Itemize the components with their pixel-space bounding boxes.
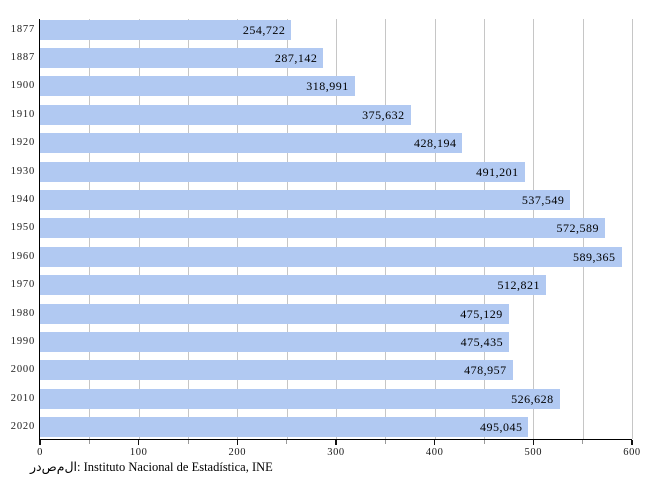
bar-1950: [40, 218, 605, 239]
x-axis-tick-label: 600: [623, 447, 641, 458]
bar-1920: [40, 133, 463, 154]
y-axis-label: 1960: [10, 250, 35, 262]
y-axis-label: 1930: [10, 165, 35, 177]
y-axis-label: 1910: [10, 108, 35, 120]
x-axis-tick: [433, 440, 436, 446]
bar-1990: [40, 331, 510, 352]
bar-value-label: 526,628: [511, 391, 554, 406]
bar-1887: [40, 47, 324, 68]
x-axis-tick-label: 100: [129, 447, 148, 458]
x-axis-minor-tick: [187, 440, 189, 445]
x-axis-tick-label: 400: [425, 447, 444, 458]
x-axis-tick: [137, 440, 140, 446]
bar-1960: [40, 246, 622, 267]
x-axis-tick: [335, 440, 337, 446]
bar-value-label: 589,365: [573, 249, 616, 264]
bar-value-label: 254,722: [242, 22, 286, 37]
bar-1980: [40, 303, 509, 324]
bar-value-label: 475,129: [460, 306, 503, 321]
y-axis-label: 2020: [10, 421, 35, 433]
x-axis-tick: [39, 440, 41, 446]
bar-2020: [40, 417, 529, 438]
bar-1877: [40, 19, 292, 40]
y-axis-label: 1887: [10, 51, 35, 63]
y-axis-label: 1940: [10, 193, 35, 205]
bar-1930: [40, 161, 525, 182]
x-axis-tick: [236, 440, 239, 446]
x-axis-minor-tick: [582, 440, 584, 445]
bar-2000: [40, 360, 513, 381]
bar-value-label: 495,045: [479, 420, 523, 435]
bar-value-label: 428,194: [413, 136, 457, 151]
source-note: ا‌ل‌م‌ص‌د‌ر: Instituto Nacional de Estad…: [30, 460, 273, 474]
x-axis-minor-tick: [88, 440, 90, 445]
y-axis-label: 1900: [10, 80, 35, 92]
x-axis-minor-tick: [384, 440, 386, 445]
bar-value-label: 537,549: [521, 192, 565, 207]
x-axis-line: [38, 439, 632, 441]
bar-value-label: 287,142: [274, 50, 318, 65]
bar-1970: [40, 275, 546, 296]
x-axis-tick-label: 200: [228, 447, 247, 458]
bar-value-label: 512,821: [497, 278, 540, 293]
x-axis-minor-tick: [483, 440, 485, 445]
x-axis-tick-label: 500: [524, 447, 543, 458]
y-axis-label: 1970: [10, 279, 35, 291]
bar-1900: [40, 76, 355, 97]
bar-value-label: 478,957: [464, 363, 507, 378]
y-axis-line: [38, 19, 41, 441]
x-axis-tick-label: 300: [327, 447, 345, 458]
y-axis-label: 1920: [10, 137, 35, 149]
y-axis-label: 2000: [10, 364, 35, 376]
x-axis-tick: [631, 440, 633, 446]
bar-value-label: 318,991: [306, 79, 349, 94]
bar-2010: [40, 388, 560, 409]
y-axis-label: 1990: [10, 335, 35, 347]
y-axis-label: 1950: [10, 222, 35, 234]
x-axis-minor-tick: [286, 440, 288, 445]
bar-1910: [40, 104, 411, 125]
x-axis-tick-label: 0: [37, 447, 43, 458]
bar-value-label: 572,589: [556, 221, 599, 236]
bar-value-label: 475,435: [460, 334, 504, 349]
bar-value-label: 491,201: [476, 164, 519, 179]
y-axis-label: 1877: [10, 23, 35, 35]
bar-1940: [40, 189, 571, 210]
gridline: [632, 19, 633, 439]
x-axis-tick: [532, 440, 535, 446]
bar-value-label: 375,632: [362, 107, 405, 122]
y-axis-label: 1980: [10, 307, 35, 319]
y-axis-label: 2010: [10, 392, 35, 404]
